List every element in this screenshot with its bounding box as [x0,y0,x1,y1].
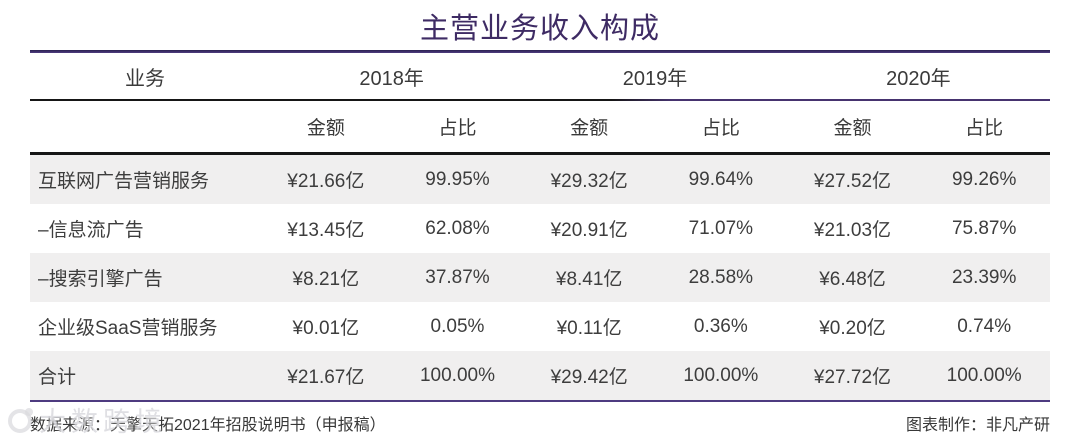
data-source-text: 数据来源：天擎天拓2021年招股说明书（申报稿） [30,417,386,434]
subheader-share-2019: 占比 [701,118,740,139]
cell-value: ¥29.32亿 [550,171,628,192]
subheader-row: 金额 占比 金额 占比 金额 占比 [30,101,1050,152]
cell-value: 62.08% [425,217,490,239]
cell-value: ¥27.52亿 [813,171,892,192]
cell-value: 100.00% [419,364,495,386]
subheader-share-2018: 占比 [438,118,477,139]
subheader-amount-2020: 金额 [833,118,872,139]
year-header-row: 业务 2018年 2019年 2020年 [30,53,1050,99]
table-bottom-divider [30,400,1050,402]
cell-value: ¥0.11亿 [556,318,622,339]
credit-text: 图表制作：非凡产研 [905,417,1050,434]
table-row: 互联网广告营销服务 ¥21.66亿 99.95% ¥29.32亿 99.64% … [30,155,1050,204]
cell-value: 99.26% [951,168,1017,190]
cell-value: 0.05% [430,315,485,337]
cell-value: 71.07% [688,217,754,239]
cell-value: ¥29.42亿 [550,367,628,388]
row-label: –信息流广告 [38,220,144,241]
cell-value: ¥20.91亿 [550,220,628,241]
cell-value: 100.00% [683,364,759,386]
row-label: 互联网广告营销服务 [38,171,210,192]
cell-value: 37.87% [425,266,490,288]
cell-value: ¥0.20亿 [819,318,886,339]
cell-value: 0.36% [693,315,748,337]
cell-value: ¥21.67亿 [287,367,365,388]
subheader-divider [30,152,1050,155]
column-header-business: 业务 [125,67,165,90]
table-row: –信息流广告 ¥13.45亿 62.08% ¥20.91亿 71.07% ¥21… [30,204,1050,253]
cell-value: ¥8.21亿 [292,269,360,290]
cell-value: ¥0.01亿 [292,318,360,339]
year-header-divider [30,99,1050,101]
cell-value: 99.64% [688,168,754,190]
cell-value: 28.58% [688,266,754,288]
footer: 数据来源：天擎天拓2021年招股说明书（申报稿） 图表制作：非凡产研 [30,402,1050,435]
row-label: –搜索引擎广告 [38,269,163,290]
cell-value: 100.00% [946,364,1022,386]
row-label: 合计 [38,367,77,388]
table-row: –搜索引擎广告 ¥8.21亿 37.87% ¥8.41亿 28.58% ¥6.4… [30,253,1050,302]
cell-value: 75.87% [951,217,1017,239]
cell-value: ¥27.72亿 [813,367,892,388]
column-header-year-2020: 2020年 [886,67,951,90]
subheader-amount-2019: 金额 [570,118,609,139]
table-row: 企业级SaaS营销服务 ¥0.01亿 0.05% ¥0.11亿 0.36% ¥0… [30,302,1050,351]
subheader-amount-2018: 金额 [306,118,345,139]
subheader-share-2020: 占比 [965,118,1004,139]
cell-value: ¥8.41亿 [555,269,623,290]
column-header-year-2018: 2018年 [359,67,424,90]
cell-value: ¥21.03亿 [813,220,892,241]
page-title: 主营业务收入构成 [419,13,660,45]
row-label: 企业级SaaS营销服务 [38,318,218,339]
column-header-year-2019: 2019年 [622,67,688,90]
cell-value: ¥13.45亿 [287,220,365,241]
cell-value: 23.39% [951,266,1017,288]
title-divider [30,50,1050,53]
cell-value: 99.95% [425,168,490,190]
table-row-total: 合计 ¥21.67亿 100.00% ¥29.42亿 100.00% ¥27.7… [30,351,1050,400]
cell-value: 0.74% [957,315,1012,337]
cell-value: ¥6.48亿 [819,269,886,290]
cell-value: ¥21.66亿 [287,171,365,192]
